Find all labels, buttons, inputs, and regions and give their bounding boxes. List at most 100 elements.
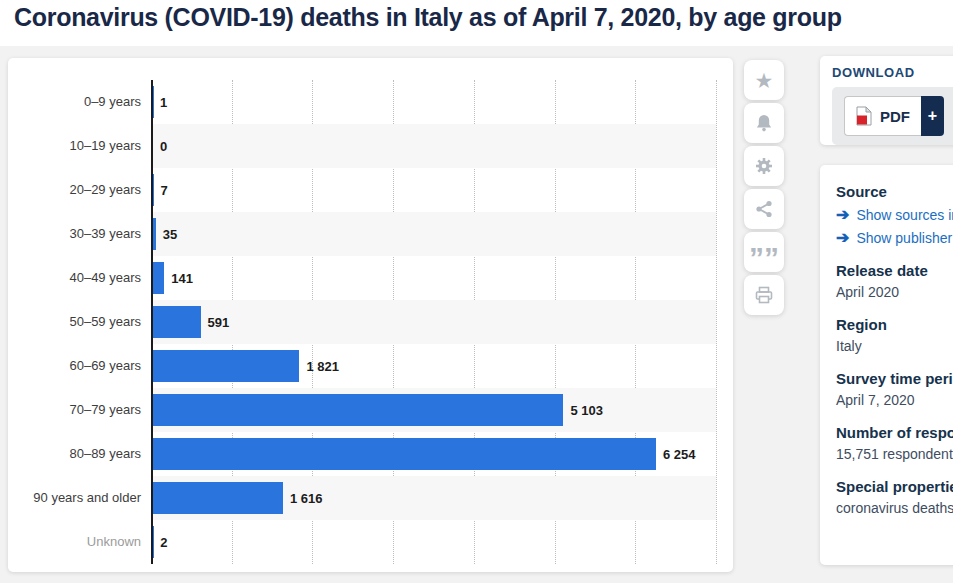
value-label: 5 103 [570, 403, 603, 418]
favorite-button[interactable]: ★ [744, 60, 784, 100]
pdf-plus-badge: + [921, 96, 944, 136]
category-label: Unknown [8, 520, 151, 564]
value-label: 141 [171, 271, 193, 286]
bar[interactable] [153, 262, 164, 294]
value-label: 591 [208, 315, 230, 330]
chart-rows: 0–9 years 1 10–19 years 0 20–29 years 7 30–39 … [8, 80, 716, 564]
show-publisher-link[interactable]: ➔ Show publisher statistics [836, 230, 953, 246]
citation-quote-icon: ”” [749, 240, 779, 264]
bar-area: 591 [151, 300, 716, 344]
bar-area: 2 [151, 520, 716, 564]
chart-row: 20–29 years 7 [8, 168, 716, 212]
page-header: Coronavirus (COVID-19) deaths in Italy a… [0, 0, 953, 46]
info-section-respondents: Number of respondents 15,751 respondents [836, 424, 953, 462]
bar-area: 141 [151, 256, 716, 300]
value-label: 2 [160, 535, 167, 550]
section-value: 15,751 respondents [836, 446, 953, 462]
value-label: 7 [161, 183, 168, 198]
chart-row: 90 years and older 1 616 [8, 476, 716, 520]
bar-area: 5 103 [151, 388, 716, 432]
chart-row: Unknown 2 [8, 520, 716, 564]
favorite-star-icon: ★ [755, 70, 774, 91]
bar[interactable] [153, 218, 156, 250]
chart-row: 60–69 years 1 821 [8, 344, 716, 388]
alert-bell-icon [754, 113, 774, 133]
info-card: Source ➔ Show sources information ➔ Show… [820, 165, 953, 565]
category-label: 10–19 years [8, 124, 151, 168]
bar-area: 1 [151, 80, 716, 124]
bar[interactable] [153, 438, 656, 470]
source-heading: Source [836, 183, 953, 200]
category-label: 0–9 years [8, 80, 151, 124]
bar[interactable] [153, 350, 299, 382]
bar-area: 6 254 [151, 432, 716, 476]
info-section-special-properties: Special properties coronavirus deaths [836, 478, 953, 516]
page-title: Coronavirus (COVID-19) deaths in Italy a… [0, 0, 953, 32]
show-sources-link[interactable]: ➔ Show sources information [836, 207, 953, 223]
category-label: 20–29 years [8, 168, 151, 212]
bar-area: 35 [151, 212, 716, 256]
info-section-survey-period: Survey time period April 7, 2020 [836, 370, 953, 408]
cite-button[interactable]: ”” [744, 232, 784, 272]
section-value: Italy [836, 338, 953, 354]
section-value: coronavirus deaths [836, 500, 953, 516]
bar-area: 0 [151, 124, 716, 168]
bar[interactable] [153, 394, 563, 426]
bar-area: 7 [151, 168, 716, 212]
chart-row: 40–49 years 141 [8, 256, 716, 300]
download-heading: DOWNLOAD [832, 65, 953, 80]
category-label: 60–69 years [8, 344, 151, 388]
toolbar-rail: ★ ”” [744, 60, 784, 315]
alerts-button[interactable] [744, 103, 784, 143]
section-heading: Special properties [836, 478, 953, 495]
share-icon [754, 199, 774, 219]
info-section-release-date: Release date April 2020 [836, 262, 953, 300]
value-label: 35 [163, 227, 177, 242]
section-heading: Release date [836, 262, 953, 279]
chart-row: 80–89 years 6 254 [8, 432, 716, 476]
pdf-button-label: PDF [880, 108, 910, 125]
download-card: DOWNLOAD PDF + XLS [820, 56, 953, 145]
section-value: April 7, 2020 [836, 392, 953, 408]
section-heading: Region [836, 316, 953, 333]
category-label: 30–39 years [8, 212, 151, 256]
chart-row: 0–9 years 1 [8, 80, 716, 124]
chart-card: 0–9 years 1 10–19 years 0 20–29 years 7 30–39 … [8, 58, 733, 572]
value-label: 6 254 [663, 447, 696, 462]
category-label: 80–89 years [8, 432, 151, 476]
pdf-file-icon [856, 106, 872, 126]
download-pdf-button[interactable]: PDF + [844, 96, 944, 136]
category-label: 40–49 years [8, 256, 151, 300]
value-label: 0 [160, 139, 167, 154]
chart-row: 50–59 years 591 [8, 300, 716, 344]
category-label: 70–79 years [8, 388, 151, 432]
print-button[interactable] [744, 275, 784, 315]
arrow-right-icon: ➔ [836, 207, 849, 223]
info-section-region: Region Italy [836, 316, 953, 354]
bar-area: 1 821 [151, 344, 716, 388]
value-label: 1 [160, 95, 167, 110]
show-publisher-label: Show publisher statistics [856, 230, 953, 246]
section-heading: Survey time period [836, 370, 953, 387]
chart-row: 70–79 years 5 103 [8, 388, 716, 432]
show-sources-label: Show sources information [856, 207, 953, 223]
print-icon [754, 285, 774, 305]
settings-gear-icon [754, 156, 774, 176]
section-heading: Number of respondents [836, 424, 953, 441]
bar[interactable] [153, 174, 154, 206]
category-label: 50–59 years [8, 300, 151, 344]
chart-row: 10–19 years 0 [8, 124, 716, 168]
bar[interactable] [153, 482, 283, 514]
gridline [716, 80, 717, 564]
bar-area: 1 616 [151, 476, 716, 520]
value-label: 1 821 [306, 359, 339, 374]
value-label: 1 616 [290, 491, 323, 506]
arrow-right-icon: ➔ [836, 230, 849, 246]
chart-row: 30–39 years 35 [8, 212, 716, 256]
category-label: 90 years and older [8, 476, 151, 520]
bar[interactable] [153, 306, 201, 338]
settings-button[interactable] [744, 146, 784, 186]
download-panel: PDF + XLS [832, 87, 953, 145]
section-value: April 2020 [836, 284, 953, 300]
share-button[interactable] [744, 189, 784, 229]
